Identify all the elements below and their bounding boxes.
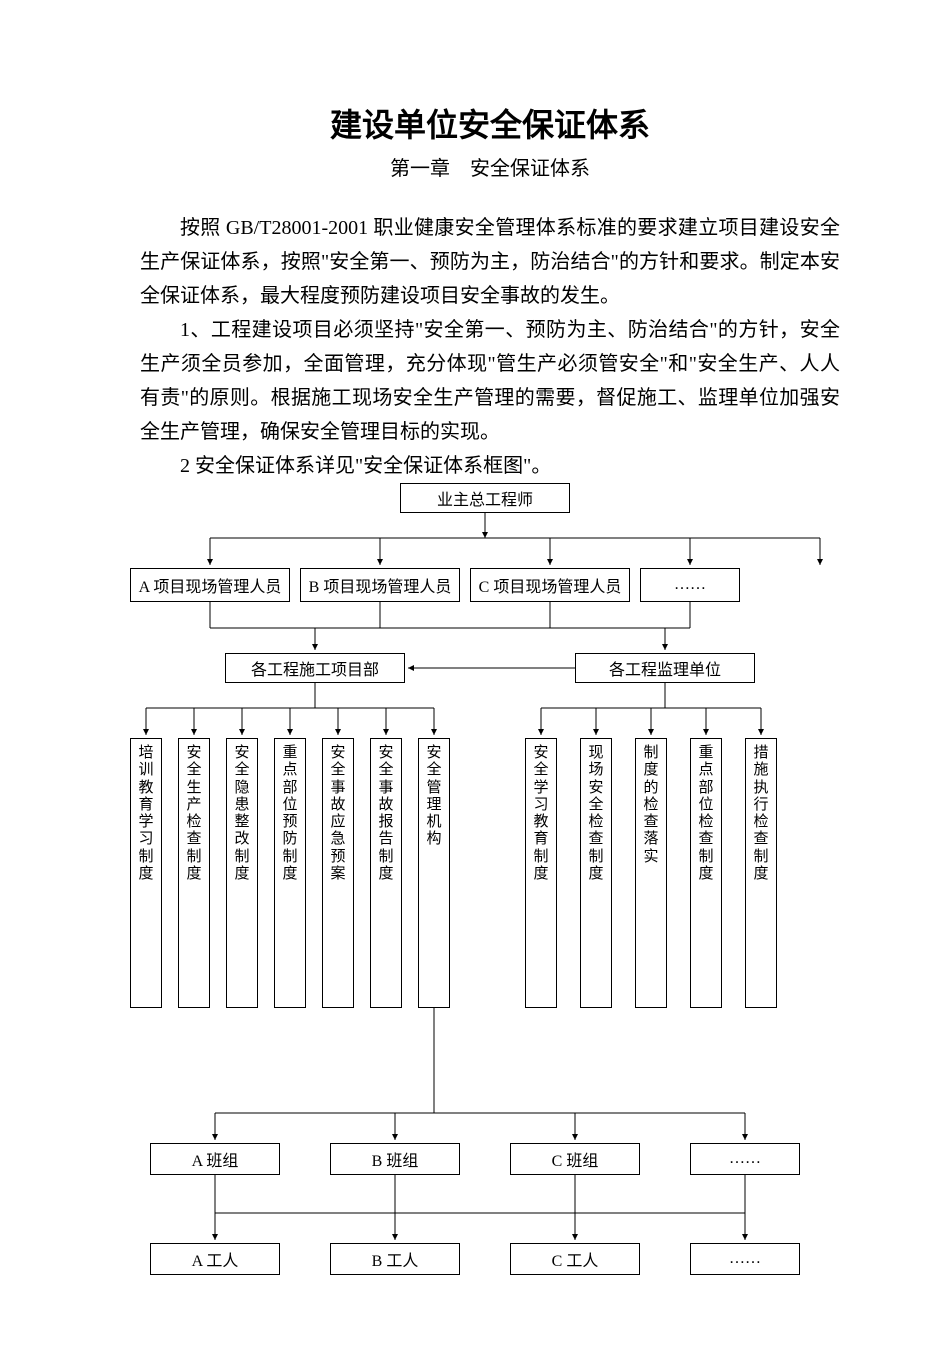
chart-vnode-3: 重点部位预防制度 [274, 738, 306, 1008]
paragraph-1: 按照 GB/T28001-2001 职业健康安全管理体系标准的要求建立项目建设安… [140, 211, 840, 313]
chart-node-r6a: A 工人 [150, 1243, 280, 1275]
chart-node-r6b: B 工人 [330, 1243, 460, 1275]
chart-node-r5a: A 班组 [150, 1143, 280, 1175]
doc-title: 建设单位安全保证体系 [140, 100, 840, 146]
chart-vnode-0: 培训教育学习制度 [130, 738, 162, 1008]
chart-node-r6c: C 工人 [510, 1243, 640, 1275]
chart-node-r5c: C 班组 [510, 1143, 640, 1175]
chart-vnode-6: 安全管理机构 [418, 738, 450, 1008]
chart-node-r2b: B 项目现场管理人员 [300, 568, 460, 602]
org-chart: 业主总工程师 A 项目现场管理人员 B 项目现场管理人员 C 项目现场管理人员 …… 各工… [130, 483, 850, 1313]
chart-node-r2a: A 项目现场管理人员 [130, 568, 290, 602]
paragraph-2: 1、工程建设项目必须坚持"安全第一、预防为主、防治结合"的方针，安全生产须全员参… [140, 313, 840, 449]
chart-node-top: 业主总工程师 [400, 483, 570, 513]
chart-vnode-10: 重点部位检查制度 [690, 738, 722, 1008]
chart-vnode-2: 安全隐患整改制度 [226, 738, 258, 1008]
chart-vnode-1: 安全生产检查制度 [178, 738, 210, 1008]
chart-vnode-7: 安全学习教育制度 [525, 738, 557, 1008]
chart-vnode-4: 安全事故应急预案 [322, 738, 354, 1008]
chart-vnode-9: 制度的检查落实 [635, 738, 667, 1008]
chart-node-r5b: B 班组 [330, 1143, 460, 1175]
chart-vnode-8: 现场安全检查制度 [580, 738, 612, 1008]
chart-node-r5d: …… [690, 1143, 800, 1175]
chart-node-r6d: …… [690, 1243, 800, 1275]
chart-node-r3r: 各工程监理单位 [575, 653, 755, 683]
chart-vnode-11: 措施执行检查制度 [745, 738, 777, 1008]
chart-node-r2c: C 项目现场管理人员 [470, 568, 630, 602]
chart-node-r2d: …… [640, 568, 740, 602]
chart-vnode-5: 安全事故报告制度 [370, 738, 402, 1008]
chapter-title: 第一章 安全保证体系 [140, 152, 840, 181]
chart-node-r3l: 各工程施工项目部 [225, 653, 405, 683]
paragraph-3: 2 安全保证体系详见"安全保证体系框图"。 [140, 449, 840, 483]
